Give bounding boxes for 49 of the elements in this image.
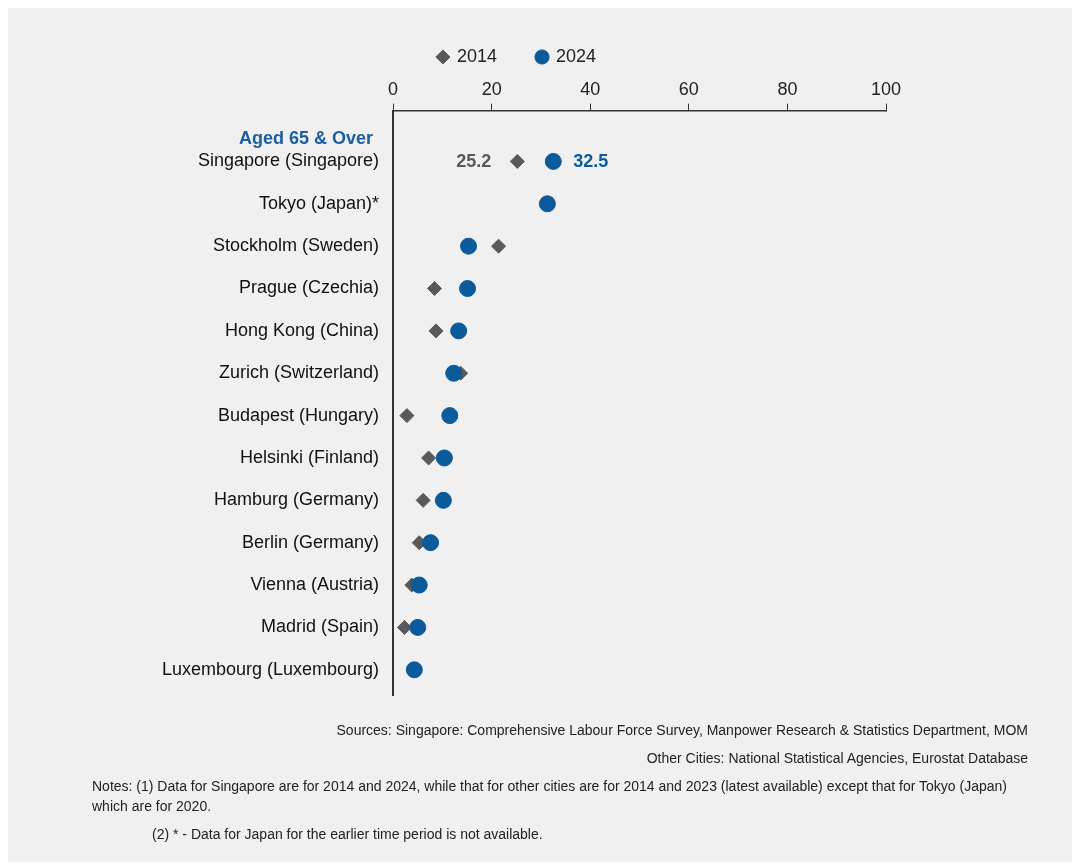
- y-tick-label: Berlin (Germany): [242, 531, 380, 552]
- y-tick-label: Helsinki (Finland): [240, 446, 380, 467]
- data-label: 32.5: [573, 151, 609, 172]
- point: [428, 323, 444, 339]
- y-tick-label: Singapore (Singapore): [197, 150, 380, 171]
- point: [422, 534, 440, 552]
- text: Other Cities: National Statistical Agencies, Eurostat Database: [645, 749, 1028, 768]
- y-tick-label: Hong Kong (China): [225, 319, 380, 340]
- point: [445, 364, 463, 382]
- point: [434, 491, 452, 509]
- legend-label: 2014: [456, 45, 497, 66]
- point: [410, 576, 428, 594]
- x-tick-label: 20: [481, 78, 502, 99]
- point: [544, 152, 562, 170]
- point: [459, 280, 477, 298]
- point: [538, 195, 556, 213]
- point: [491, 238, 507, 254]
- data-label: 25.2: [456, 151, 492, 172]
- point: [396, 619, 412, 635]
- point: [435, 449, 453, 467]
- y-tick-label: Luxembourg (Luxembourg): [161, 658, 380, 679]
- y-tick-label: Tokyo (Japan)*: [259, 192, 380, 213]
- point: [509, 153, 525, 169]
- y-tick-label: Stockholm (Sweden): [213, 235, 380, 256]
- y-tick-label: Prague (Czechia): [239, 277, 380, 298]
- point: [450, 322, 468, 340]
- legend-label: 2024: [556, 45, 597, 66]
- point: [441, 407, 459, 425]
- x-tick-label: 40: [580, 78, 601, 99]
- text: Notes: (1) Data for Singapore are for 2014 and 2024, while that for other cities are for 2014 and 2023 (latest available) except that for Tokyo (Japan) which are for 2020.: [91, 777, 1008, 816]
- source-note: Sources: Singapore: Comprehensive Labour Force Survey, Manpower Research & Statistics Department, MOM: [335, 721, 1028, 740]
- point: [415, 492, 431, 508]
- point: [421, 450, 437, 466]
- y-tick-label: Zurich (Switzerland): [219, 362, 380, 383]
- text: Aged 65 & Over: [239, 127, 374, 148]
- y-tick-label: Madrid (Spain): [261, 616, 380, 637]
- x-tick-label: 0: [388, 78, 399, 99]
- point: [399, 408, 415, 424]
- y-tick-label: Budapest (Hungary): [218, 404, 380, 425]
- point: [427, 281, 443, 297]
- point: [409, 618, 427, 636]
- x-tick-label: 100: [870, 78, 902, 99]
- y-tick-label: Vienna (Austria): [250, 574, 380, 595]
- y-tick-label: Hamburg (Germany): [214, 489, 380, 510]
- x-tick-label: 80: [777, 78, 798, 99]
- x-tick-label: 60: [678, 78, 699, 99]
- point: [405, 661, 423, 679]
- point: [460, 237, 478, 255]
- text: (2) * - Data for Japan for the earlier time period is not available.: [151, 825, 544, 844]
